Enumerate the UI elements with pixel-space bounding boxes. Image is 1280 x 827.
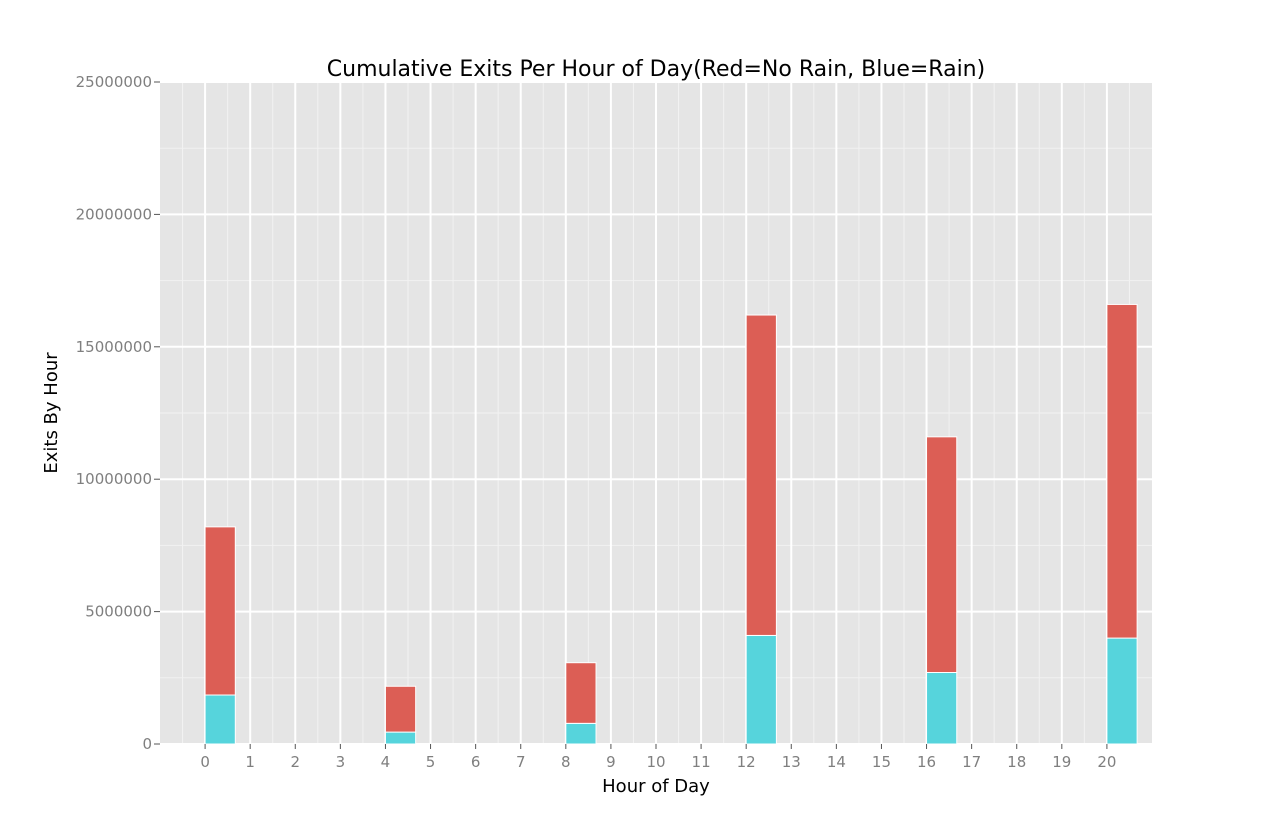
x-tick-label: 18 (1007, 753, 1026, 771)
y-tick-label: 20000000 (76, 205, 152, 223)
bar-rain (745, 634, 777, 745)
x-axis-label: Hour of Day (602, 776, 710, 797)
y-tick-label: 5000000 (85, 603, 152, 621)
bar-no-rain (745, 314, 777, 636)
y-axis-label: Exits By Hour (41, 352, 62, 474)
bar-no-rain (1106, 303, 1138, 639)
x-tick-label: 10 (646, 753, 665, 771)
x-tick-label: 3 (336, 753, 346, 771)
x-tick-label: 2 (290, 753, 300, 771)
x-tick-label: 11 (692, 753, 711, 771)
bar-rain (1106, 637, 1138, 745)
x-tick-label: 7 (516, 753, 526, 771)
y-axis: 0 5000000 10000000 15000000 20000000 25000000 (76, 73, 160, 753)
bar-rain (565, 722, 597, 745)
bar-no-rain (565, 662, 597, 724)
x-tick-label: 12 (737, 753, 756, 771)
bars (204, 303, 1138, 745)
bar-no-rain (204, 526, 236, 696)
y-tick-label: 0 (142, 735, 152, 753)
bar-rain (204, 694, 236, 745)
x-tick-label: 15 (872, 753, 891, 771)
bar-no-rain (384, 685, 417, 733)
x-tick-label: 17 (962, 753, 981, 771)
x-tick-label: 20 (1097, 753, 1116, 771)
x-tick-label: 5 (426, 753, 436, 771)
x-tick-label: 19 (1052, 753, 1071, 771)
chart-title: Cumulative Exits Per Hour of Day(Red=No … (327, 57, 985, 82)
bar-rain (926, 672, 958, 745)
x-tick-label: 1 (245, 753, 255, 771)
bar-rain (384, 731, 417, 745)
x-tick-label: 13 (782, 753, 801, 771)
x-tick-label: 16 (917, 753, 936, 771)
bar-no-rain (926, 436, 958, 674)
x-tick-label: 4 (381, 753, 391, 771)
x-tick-label: 0 (200, 753, 210, 771)
y-tick-label: 10000000 (76, 470, 152, 488)
x-tick-label: 8 (561, 753, 571, 771)
x-axis: 0 1 2 3 4 5 6 7 8 9 10 11 12 13 14 15 16 17 18 19 20 (200, 744, 1116, 771)
y-tick-label: 25000000 (76, 73, 152, 91)
x-tick-label: 14 (827, 753, 846, 771)
y-tick-label: 15000000 (76, 338, 152, 356)
x-tick-label: 6 (471, 753, 481, 771)
x-tick-label: 9 (606, 753, 616, 771)
